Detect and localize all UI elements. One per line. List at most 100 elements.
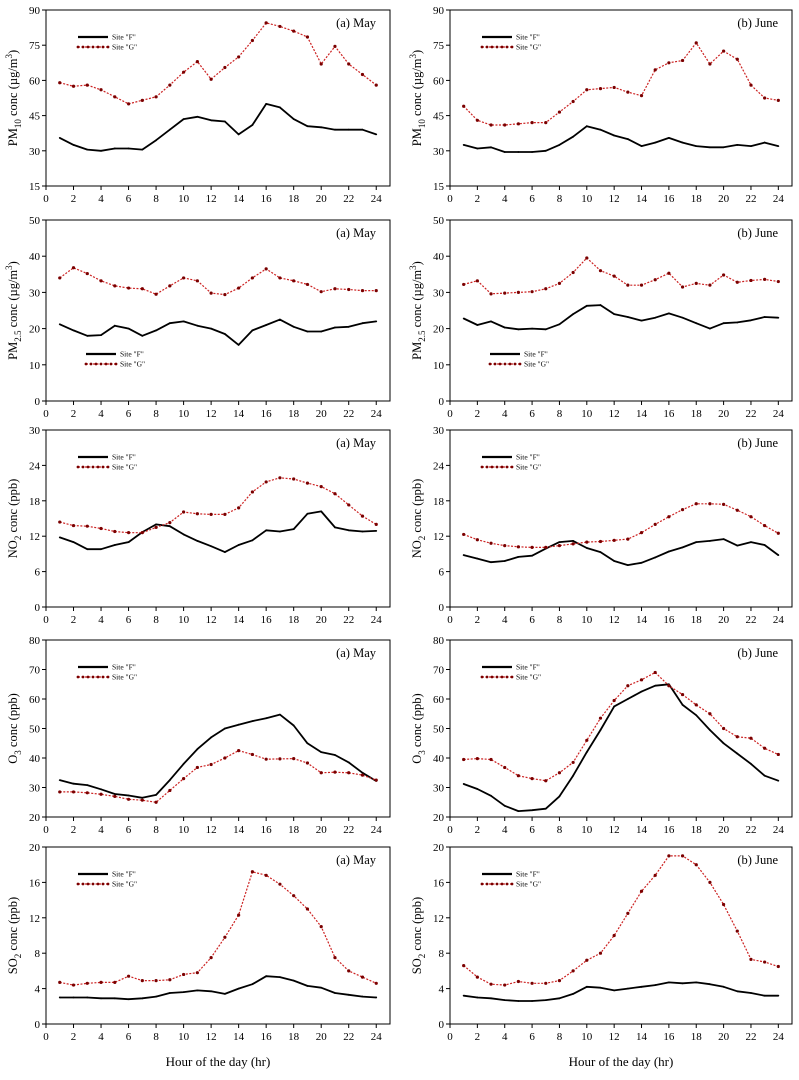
legend-marker-site-g [91,882,95,886]
data-point-site-g [305,481,310,485]
data-point-site-f [155,793,157,796]
plot-frame [45,429,391,608]
data-point-site-f [476,788,479,790]
x-tick-label: 2 [475,1031,481,1043]
data-point-site-g [735,280,739,284]
x-tick-label: 4 [98,1031,104,1043]
x-tick-label: 24 [773,408,785,420]
x-tick-label: 24 [371,614,383,626]
y-tick-label: 30 [433,287,445,299]
data-point-site-f [490,794,492,797]
x-tick-label: 2 [475,824,481,836]
data-point-site-g [99,792,103,796]
data-point-site-f [320,126,323,129]
legend-label: Site "G" [120,360,145,369]
x-tick-label: 24 [371,193,383,205]
data-point-site-f [279,530,281,533]
data-point-site-g [612,698,616,703]
data-point-site-f [306,512,309,515]
data-point-site-g [749,736,753,740]
data-point-site-g [360,288,365,293]
x-tick-label: 8 [153,408,159,420]
data-point-site-f [361,530,364,533]
y-label-subscript: 10 [13,119,23,129]
x-tick-label: 24 [371,1031,383,1043]
x-tick-label: 22 [745,1031,756,1043]
data-point-site-f [572,135,575,138]
panel-title: (b) June [737,853,778,867]
data-point-site-g [639,94,644,98]
x-tick-label: 16 [261,408,273,420]
legend-marker-site-g [480,882,484,886]
data-point-site-f [736,144,739,146]
legend-marker-site-g [81,882,85,886]
data-point-site-f [777,994,780,997]
data-point-site-g [182,276,186,280]
x-tick-label: 0 [43,408,49,420]
x-tick-label: 16 [663,614,675,626]
data-point-site-f [210,990,213,993]
data-point-site-f [517,555,520,558]
data-point-site-g [319,290,323,294]
legend-label: Site "F" [112,870,136,879]
x-tick-label: 16 [261,614,273,626]
series-site-g-line [463,671,779,782]
data-point-site-f [544,328,547,331]
data-point-site-g [544,545,548,550]
data-point-site-f [86,548,89,551]
data-point-site-g [503,544,507,548]
y-axis-label: O3 conc (ppb) [410,693,427,763]
data-point-site-g [571,270,575,275]
data-point-site-g [763,96,767,100]
legend: Site "F"Site "G" [76,453,137,472]
x-tick-label: 4 [502,824,508,836]
data-point-site-g [126,797,131,801]
data-point-site-f [251,329,254,332]
y-tick-label: 10 [29,360,41,372]
legend-marker-site-g [505,675,509,679]
x-tick-label: 20 [316,408,328,420]
x-tick-label: 20 [718,824,730,836]
data-point-site-f [279,106,281,109]
data-point-site-g [71,523,76,528]
legend: Site "F"Site "G" [480,870,541,889]
data-point-site-f [58,536,61,539]
legend-label: Site "F" [516,33,540,42]
data-point-site-f [347,128,350,131]
legend-marker-site-g [480,675,484,679]
series-site-f-line [59,713,377,799]
plot-frame [449,846,793,1025]
data-point-site-f [347,993,350,996]
data-point-site-g [763,960,767,964]
x-tick-label: 8 [557,193,563,205]
data-point-site-f [640,319,643,322]
data-point-site-f [223,333,226,335]
data-point-site-f [709,729,711,731]
x-tick-label: 6 [529,1031,535,1043]
data-point-site-f [265,102,268,105]
series-site-g-line [463,503,779,549]
data-point-site-f [306,330,309,333]
x-tick-label: 8 [557,614,563,626]
data-point-site-g [237,286,241,290]
data-point-site-f [113,324,116,327]
y-tick-label: 60 [29,694,41,706]
data-point-site-g [333,44,337,48]
legend-label: Site "G" [516,463,541,472]
x-tick-label: 6 [529,824,535,836]
x-tick-label: 10 [178,614,190,626]
legend-marker-site-g [106,465,110,469]
legend-marker-site-g [101,675,105,679]
data-point-site-g [571,99,575,104]
y-axis-label: PM10 conc (µg/m3) [408,50,427,146]
x-tick-label: 6 [126,614,132,626]
data-point-site-g [319,925,323,929]
x-tick-label: 6 [529,614,535,626]
data-point-site-g [598,716,603,720]
y-tick-label: 20 [29,842,41,854]
data-point-site-f [127,998,130,1001]
data-point-site-g [694,502,698,506]
x-tick-label: 6 [529,193,535,205]
data-point-site-f [585,751,588,753]
